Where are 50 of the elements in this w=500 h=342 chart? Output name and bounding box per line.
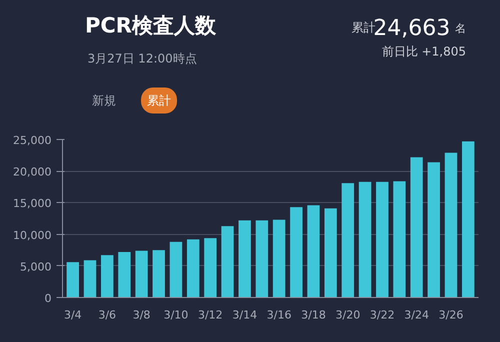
x-tick-label: 3/22 bbox=[370, 308, 395, 322]
bar bbox=[462, 141, 474, 298]
text: 累計 bbox=[147, 94, 172, 108]
x-tick-label: 3/20 bbox=[336, 308, 360, 322]
bar bbox=[135, 250, 148, 298]
bar bbox=[393, 181, 406, 298]
bar bbox=[272, 220, 286, 298]
bar bbox=[118, 252, 131, 298]
bar bbox=[221, 226, 234, 298]
x-tick-label: 3/12 bbox=[198, 308, 223, 322]
bar bbox=[428, 162, 440, 298]
bar bbox=[256, 220, 268, 298]
x-tick-label: 3/8 bbox=[132, 308, 150, 322]
bar bbox=[307, 205, 320, 298]
bar bbox=[342, 183, 354, 298]
bar bbox=[376, 182, 388, 298]
bar bbox=[410, 157, 423, 298]
x-tick-label: 3/6 bbox=[98, 308, 116, 322]
text: 累計 bbox=[351, 20, 376, 34]
chart-title: PCR検査人数 bbox=[84, 14, 217, 38]
bar bbox=[324, 208, 337, 298]
bar bbox=[66, 262, 79, 298]
y-tick-label: 0 bbox=[44, 292, 52, 305]
bar bbox=[204, 238, 217, 298]
bar bbox=[84, 260, 96, 298]
x-tick-label: 3/4 bbox=[64, 308, 82, 322]
bar bbox=[358, 182, 372, 298]
y-tick-label: 10,000 bbox=[13, 228, 52, 242]
y-tick-label: 5,000 bbox=[20, 260, 52, 274]
x-tick-label: 3/16 bbox=[266, 308, 292, 322]
y-tick-label: 20,000 bbox=[13, 166, 52, 179]
chart-subtitle: 3月27日 12:00時点 bbox=[87, 52, 197, 66]
text: 名 bbox=[455, 22, 466, 35]
bar bbox=[186, 239, 200, 298]
bar bbox=[238, 220, 251, 298]
bar bbox=[152, 250, 165, 298]
text: 新規 bbox=[92, 94, 116, 108]
text: 前日比 +1,805 bbox=[382, 44, 466, 58]
bar bbox=[444, 152, 458, 298]
text: 24,663 bbox=[373, 16, 450, 41]
x-tick-label: 3/14 bbox=[232, 308, 258, 322]
bar bbox=[290, 207, 302, 298]
y-tick-label: 15,000 bbox=[13, 197, 52, 210]
x-tick-label: 3/26 bbox=[438, 308, 464, 322]
y-tick-label: 25,000 bbox=[13, 134, 52, 147]
bar bbox=[101, 255, 114, 298]
x-tick-label: 3/24 bbox=[404, 308, 429, 322]
x-tick-label: 3/10 bbox=[164, 308, 188, 322]
x-tick-label: 3/18 bbox=[301, 308, 326, 322]
bar bbox=[170, 242, 182, 298]
